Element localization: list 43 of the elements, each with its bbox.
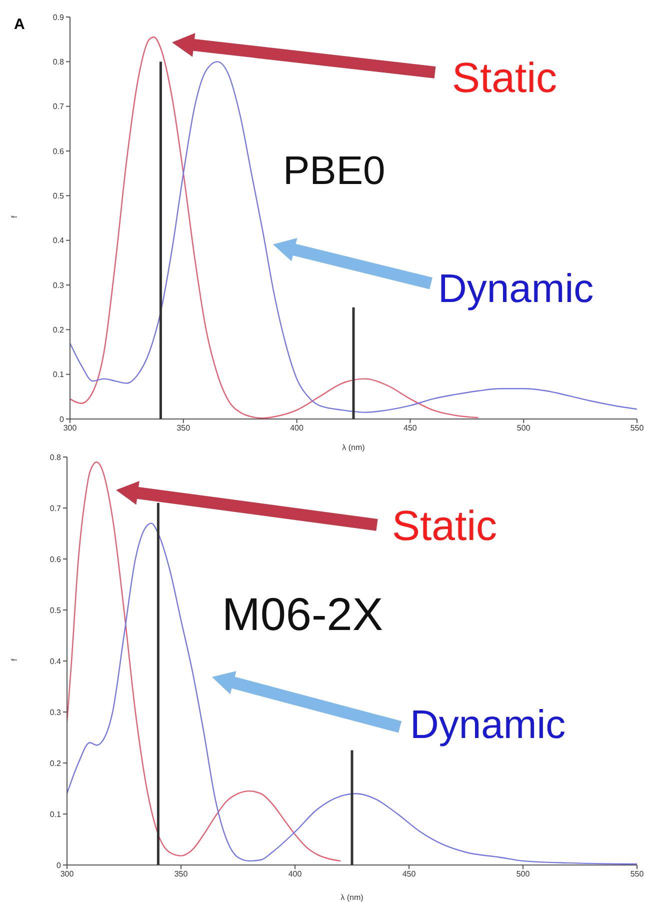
y-tick-label: 0.3: [50, 708, 62, 717]
x-tick-label: 300: [60, 870, 74, 879]
annotation: PBE0: [283, 148, 386, 194]
x-tick-label: 550: [630, 870, 644, 879]
x-tick-label: 550: [630, 424, 644, 433]
y-tick-label: 0.5: [52, 192, 65, 201]
x-tick-label: 500: [516, 870, 530, 879]
annotation: Dynamic: [410, 702, 566, 748]
y-tick-label: 0.8: [50, 452, 62, 462]
x-tick-label: 400: [290, 424, 304, 433]
y-tick-label: 0.7: [50, 504, 62, 513]
annotation: Dynamic: [438, 266, 594, 312]
text: A: [14, 16, 25, 34]
y-axis-title: f: [10, 215, 19, 218]
annotation: M06-2X: [222, 588, 384, 641]
y-tick-label: 0.1: [52, 370, 65, 380]
x-tick-label: 450: [404, 424, 418, 433]
x-tick-label: 350: [176, 424, 191, 433]
y-tick-label: 0: [60, 414, 65, 424]
x-tick-label: 350: [174, 870, 188, 879]
y-tick-label: 0.2: [52, 326, 65, 335]
y-tick-label: 0.4: [50, 656, 62, 666]
line-series: [70, 61, 637, 413]
y-tick-label: 0.7: [52, 102, 65, 112]
y-tick-label: 0.3: [52, 280, 65, 290]
y-tick-label: 0: [56, 860, 62, 870]
x-tick-label: 500: [516, 424, 531, 433]
x-axis-title: λ (nm): [340, 893, 364, 902]
x-axis-title: λ (nm): [342, 443, 366, 452]
x-tick-label: 450: [402, 870, 416, 879]
y-tick-label: 0.6: [50, 554, 62, 564]
y-tick-label: 0.9: [52, 12, 65, 22]
y-tick-label: 0.1: [50, 810, 62, 819]
y-tick-label: 0.4: [52, 236, 65, 246]
y-tick-label: 0.8: [52, 58, 65, 67]
x-tick-label: 300: [63, 424, 78, 433]
annotation: Static: [452, 54, 558, 102]
y-axis-title: f: [10, 658, 19, 661]
y-tick-label: 0.5: [50, 606, 62, 615]
y-tick-label: 0.2: [50, 758, 62, 768]
x-tick-label: 400: [288, 870, 302, 879]
y-tick-label: 0.6: [52, 146, 65, 156]
annotation: Static: [392, 502, 498, 550]
